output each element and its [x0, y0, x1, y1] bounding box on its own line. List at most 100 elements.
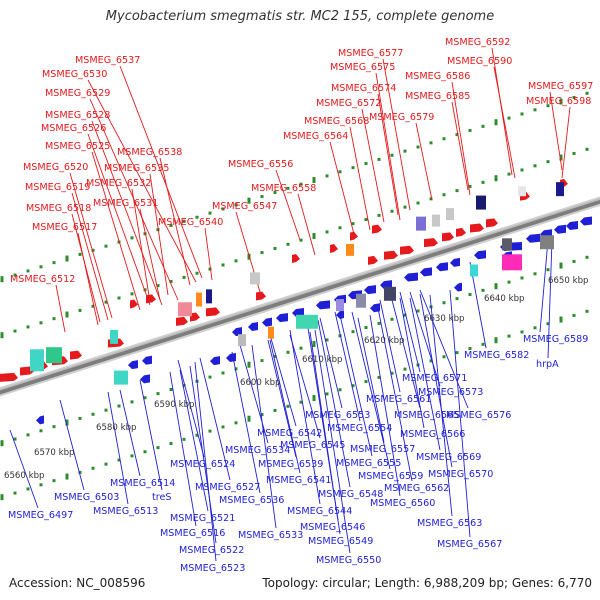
- gene-label: MSMEG_6532: [86, 178, 151, 189]
- leader-line: [399, 291, 421, 373]
- tick-mark: [0, 276, 4, 283]
- gene-label: MSMEG_6527: [195, 482, 260, 493]
- topology-text: Topology: circular; Length: 6,988,209 bp…: [262, 576, 592, 590]
- gene-block: [432, 214, 440, 227]
- tick-mark: [364, 380, 368, 384]
- leader-line: [87, 79, 197, 283]
- gene-label: MSMEG_6562: [384, 483, 449, 494]
- leader-line: [177, 359, 205, 458]
- tick-mark: [481, 124, 485, 128]
- scale-label: 6630 kbp: [424, 314, 465, 324]
- gene-arrow: [248, 322, 258, 332]
- gene-arrow: [226, 353, 236, 363]
- tick-mark: [455, 351, 459, 355]
- tick-mark: [325, 392, 329, 396]
- gene-block: [238, 334, 246, 347]
- gene-label: MSMEG_6574: [331, 83, 396, 94]
- tick-mark: [0, 332, 4, 339]
- tick-mark: [156, 392, 160, 396]
- tick-mark: [247, 197, 251, 204]
- leader-line: [357, 317, 385, 443]
- gene-block: [476, 195, 486, 210]
- gene-arrow: [350, 231, 358, 241]
- leader-line: [199, 357, 231, 481]
- gene-block: [46, 347, 62, 364]
- gene-label: MSMEG_6531: [93, 198, 158, 209]
- gene-label: MSMEG_6553: [305, 410, 370, 421]
- tick-mark: [286, 186, 290, 190]
- scale-label: 6640 kbp: [484, 294, 525, 304]
- leader-line: [361, 108, 385, 223]
- gene-label: MSMEG_6514: [110, 478, 175, 489]
- tick-mark: [104, 244, 108, 248]
- leader-line: [334, 311, 361, 422]
- scale-label: 6620 kbp: [364, 336, 405, 346]
- gene-label: MSMEG_6537: [75, 55, 140, 66]
- gene-label: MSMEG_6558: [251, 183, 316, 194]
- tick-mark: [325, 338, 329, 342]
- tick-mark: [559, 262, 563, 269]
- tick-mark: [117, 296, 121, 300]
- gene-block: [110, 329, 118, 344]
- gene-label: MSMEG_6565: [394, 410, 459, 421]
- leader-line: [87, 133, 151, 306]
- tick-mark: [221, 425, 225, 429]
- gene-arrow: [336, 310, 344, 320]
- genome-title: Mycobacterium smegmatis str. MC2 155, co…: [105, 9, 495, 24]
- tick-mark: [26, 433, 30, 437]
- gene-arrow: [364, 285, 376, 295]
- gene-block: [446, 208, 454, 221]
- gene-arrow: [176, 316, 188, 326]
- tick-mark: [234, 203, 238, 207]
- gene-block: [296, 314, 318, 329]
- gene-label: MSMEG_6548: [318, 489, 383, 500]
- leader-line: [377, 307, 413, 482]
- tick-mark: [130, 292, 134, 296]
- leader-line: [451, 101, 469, 191]
- tick-mark: [559, 154, 563, 161]
- tick-mark: [52, 425, 56, 429]
- tick-mark: [533, 326, 537, 330]
- leader-line: [119, 389, 141, 477]
- tick-mark: [299, 238, 303, 242]
- gene-label: MSMEG_6516: [160, 528, 225, 539]
- tick-mark: [91, 304, 95, 308]
- tick-mark: [104, 462, 108, 466]
- tick-mark: [273, 246, 277, 250]
- scale-label: 6580 kbp: [96, 423, 137, 433]
- tick-mark: [299, 400, 303, 404]
- gene-arrow: [580, 216, 592, 226]
- tick-mark: [481, 180, 485, 184]
- gene-features[interactable]: [0, 178, 592, 425]
- tick-mark: [312, 177, 316, 184]
- tick-mark: [468, 184, 472, 188]
- tick-mark: [572, 313, 576, 317]
- tick-mark: [52, 261, 56, 265]
- gene-block: [178, 302, 192, 317]
- tick-mark: [442, 137, 446, 141]
- tick-mark: [468, 346, 472, 350]
- leader-line: [269, 339, 301, 474]
- leader-line: [275, 169, 301, 241]
- leader-line: [549, 91, 563, 171]
- leader-line: [91, 120, 163, 306]
- tick-mark: [312, 233, 316, 240]
- tick-mark: [195, 215, 199, 219]
- tick-mark: [559, 316, 563, 323]
- gene-arrow: [368, 255, 378, 265]
- leader-line: [119, 65, 203, 279]
- scale-label: 6570 kbp: [34, 448, 75, 458]
- tick-mark: [130, 236, 134, 240]
- leader-line: [204, 227, 213, 281]
- gene-label: MSMEG_6544: [287, 506, 352, 517]
- forward-gene-labels: MSMEG_6537 MSMEG_6530 MSMEG_6529 MSMEG_6…: [10, 37, 593, 285]
- gene-label: MSMEG_6534: [225, 445, 290, 456]
- leader-line: [547, 239, 553, 359]
- gene-label: MSMEG_6585: [405, 91, 470, 102]
- leader-line: [179, 369, 209, 512]
- leader-line: [9, 429, 39, 509]
- gene-label: MSMEG_6589: [523, 334, 588, 345]
- gene-label: MSMEG_6528: [45, 110, 110, 121]
- tick-mark: [0, 494, 4, 501]
